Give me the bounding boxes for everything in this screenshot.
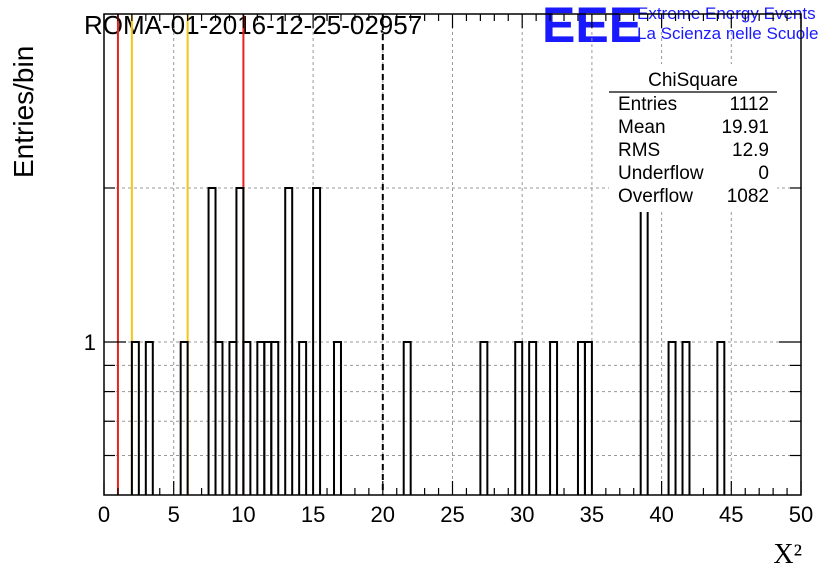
chart-title: ROMA-01-2016-12-25-02957 — [84, 10, 422, 40]
x-tick-label: 50 — [789, 502, 813, 527]
histogram-bin — [402, 341, 412, 495]
stats-row-label: RMS — [618, 140, 660, 161]
x-tick-label: 0 — [98, 502, 110, 527]
histogram-bin — [528, 341, 538, 495]
histogram-bin — [333, 341, 342, 495]
logo-line-2: La Scienza nelle Scuole — [637, 24, 818, 43]
x-tick-label: 40 — [649, 502, 673, 527]
x-tick-label: 25 — [440, 502, 464, 527]
x-tick-label: 45 — [719, 502, 743, 527]
stats-row-value: 12.9 — [732, 140, 769, 161]
histogram — [130, 186, 726, 495]
x-axis-title: X² — [773, 539, 802, 570]
histogram-bin — [179, 341, 189, 495]
histogram-bin — [242, 341, 252, 495]
x-tick-labels: 0 5 10 15 20 25 30 35 40 45 50 — [98, 502, 813, 527]
x-tick-label: 20 — [371, 502, 395, 527]
x-tick-label: 10 — [231, 502, 255, 527]
x-tick-label: 35 — [580, 502, 604, 527]
axis-ticks — [103, 14, 802, 495]
histogram-bin — [639, 186, 649, 495]
stats-row-value: 1112 — [730, 94, 769, 115]
stats-row-value: 19.91 — [721, 117, 769, 138]
x-tick-label: 15 — [301, 502, 325, 527]
stats-box-background — [609, 64, 777, 212]
stats-row-label: Entries — [618, 94, 677, 115]
histogram-bin — [583, 341, 593, 495]
x-tick-label: 30 — [510, 502, 534, 527]
stats-row-value: 1082 — [727, 186, 769, 207]
y-tick-label: 1 — [84, 330, 96, 355]
histogram-bin — [235, 186, 245, 495]
histogram-bin — [667, 341, 677, 495]
stats-title: ChiSquare — [648, 70, 738, 91]
stats-box: ChiSquare Entries 1112 Mean 19.91 RMS 12.9 Und… — [609, 64, 777, 212]
histogram-bin — [144, 341, 154, 495]
y-axis-title: Entries/bin — [8, 46, 39, 178]
histogram-bin — [214, 341, 224, 495]
histogram-bin — [514, 341, 524, 495]
histogram-bin — [284, 186, 294, 495]
y-tick-labels: 1 — [84, 330, 96, 355]
histogram-bin — [716, 341, 726, 495]
histogram-bin — [270, 341, 280, 495]
histogram-bin — [207, 186, 217, 495]
stats-row-label: Mean — [618, 117, 666, 138]
histogram-bin — [312, 186, 322, 495]
histogram-bin — [130, 341, 140, 495]
histogram-bin — [298, 341, 308, 495]
stats-row-label: Underflow — [618, 163, 704, 184]
histogram-bin — [681, 341, 691, 495]
stats-row-value: 0 — [758, 163, 769, 184]
stats-row-label: Overflow — [618, 186, 693, 207]
stats-rows: Entries 1112 Mean 19.91 RMS 12.9 Underflow 0 Ove… — [618, 94, 769, 207]
eee-logo: EEE Extreme Energy Events La Scienza nel… — [542, 0, 818, 53]
histogram-bin — [479, 341, 489, 495]
x-tick-label: 5 — [168, 502, 180, 527]
histogram-bin — [549, 341, 559, 495]
